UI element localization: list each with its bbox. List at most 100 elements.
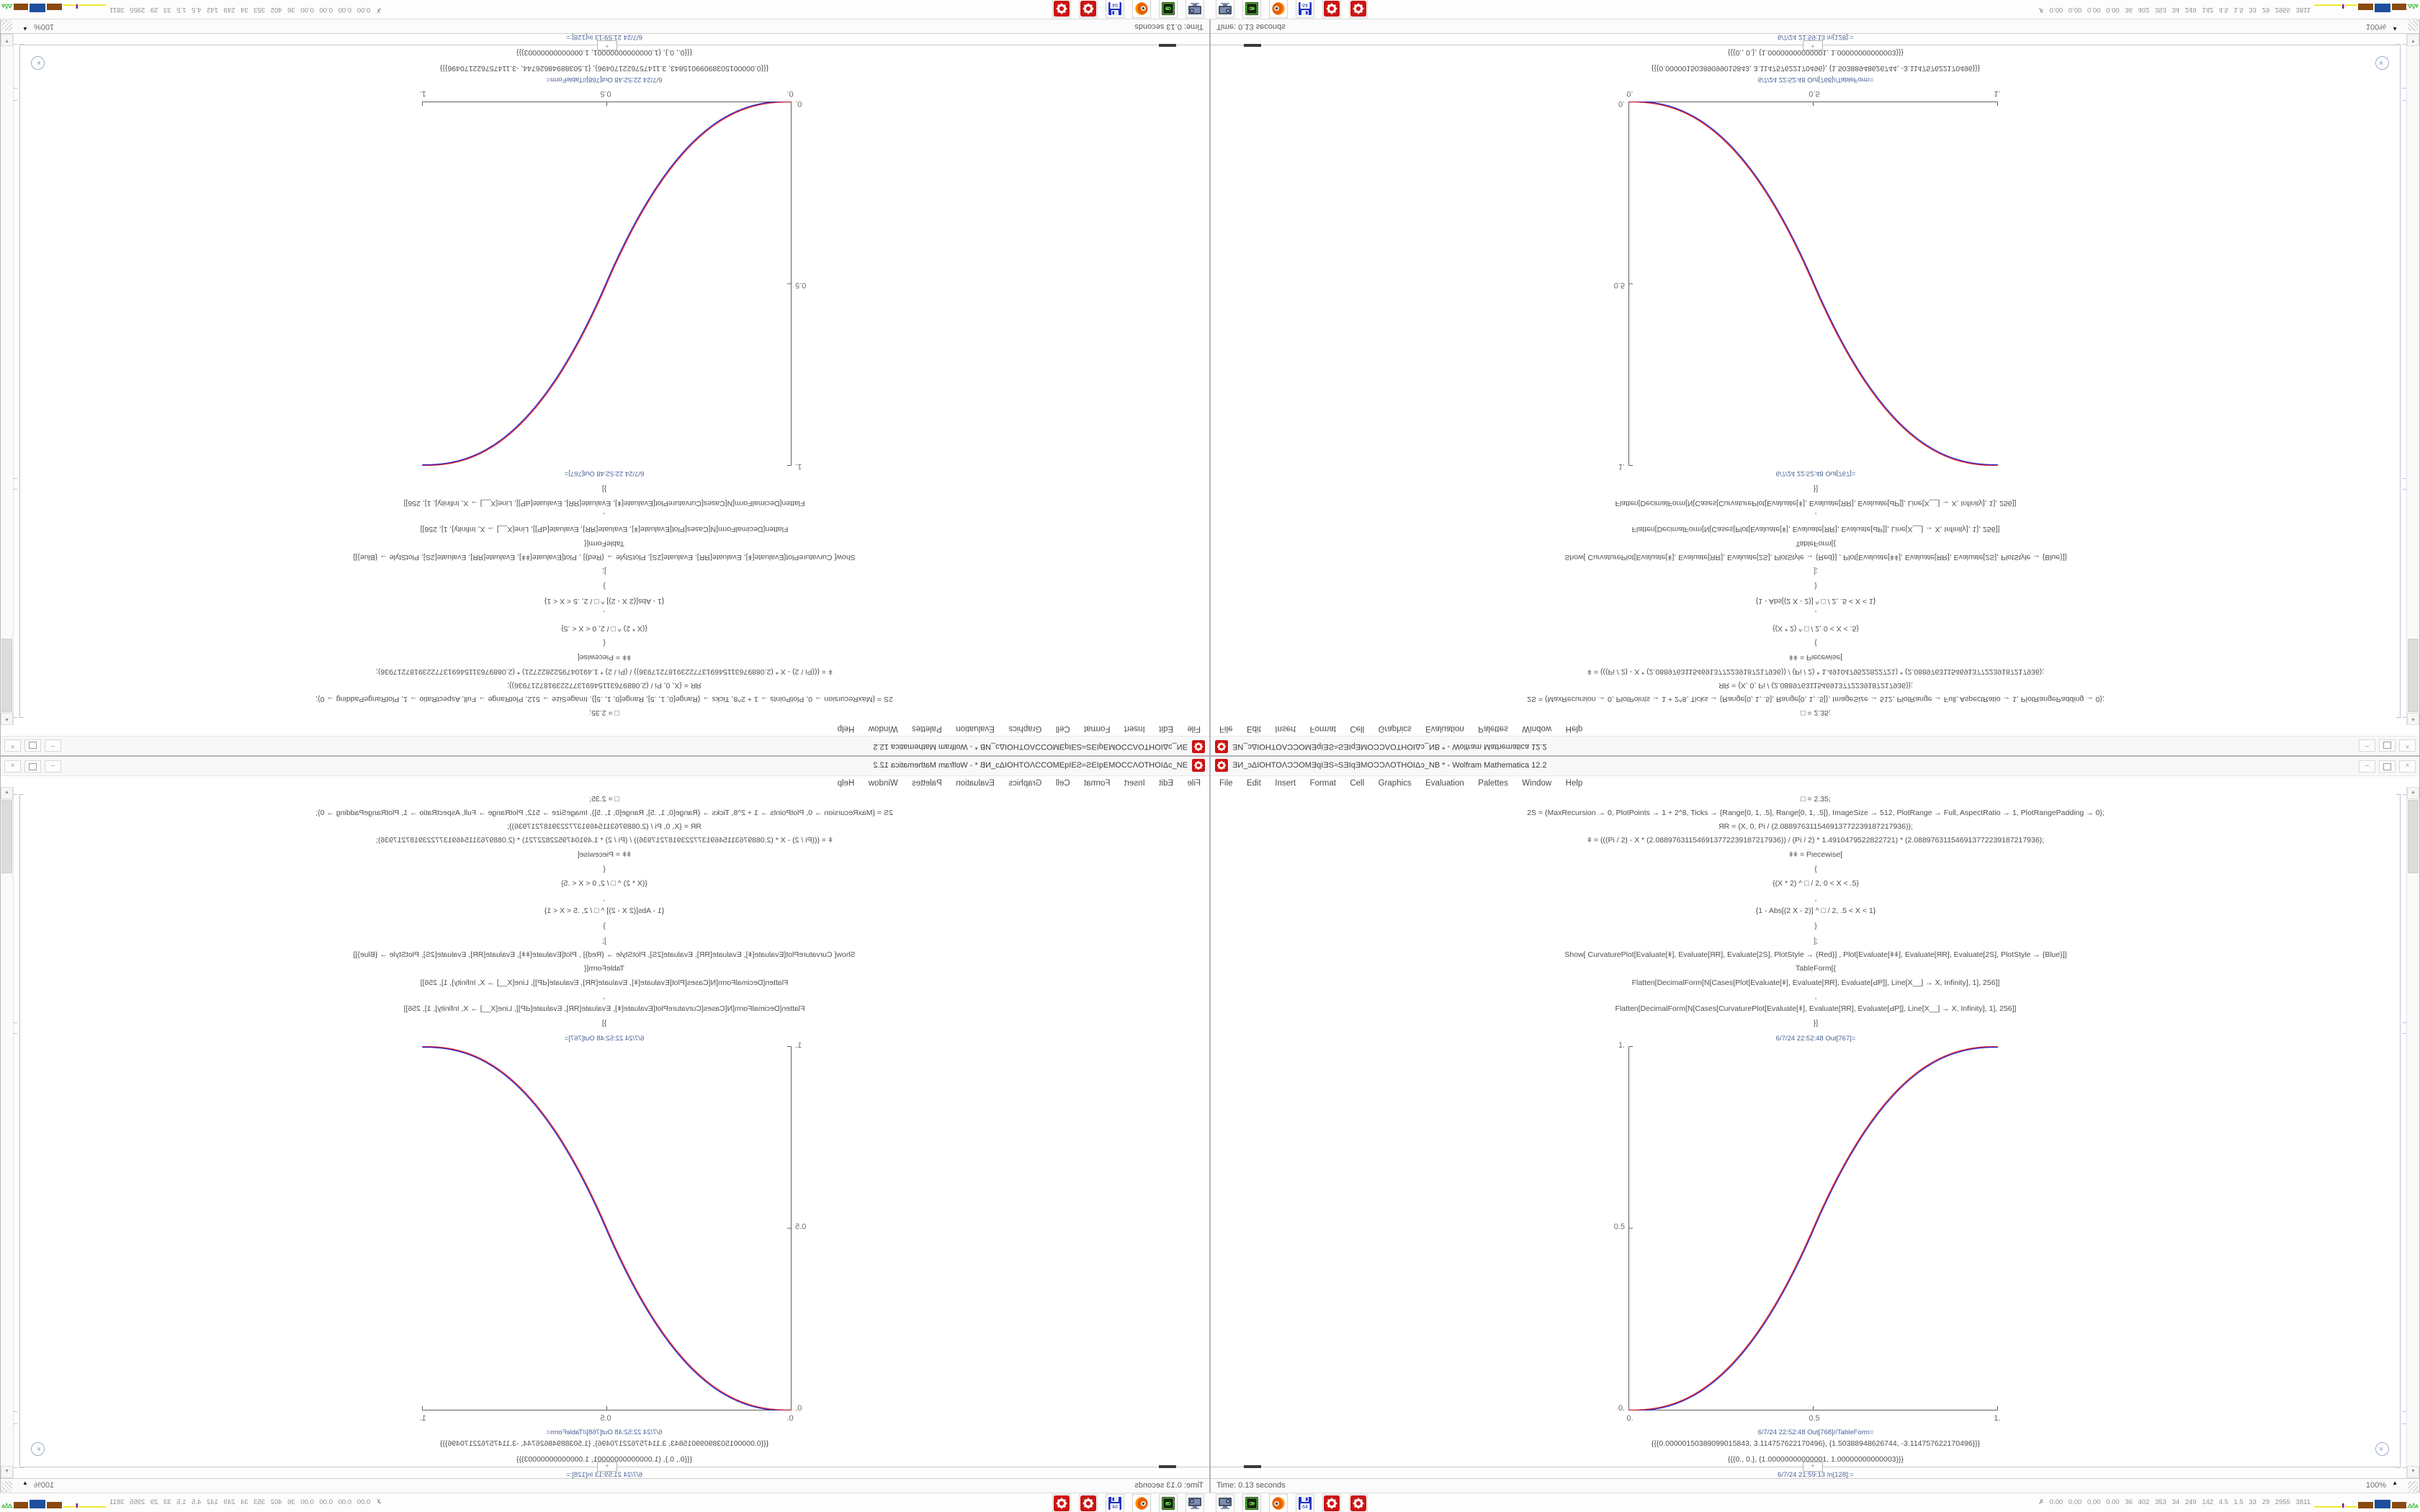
menu-insert[interactable]: Insert	[1275, 779, 1296, 788]
close-button[interactable]: ×	[2399, 760, 2416, 773]
code-line[interactable]: {	[1814, 865, 1817, 873]
code-line[interactable]: }]	[1813, 1019, 1819, 1027]
menu-help[interactable]: Help	[1565, 779, 1583, 788]
code-line[interactable]: 2S = {MaxRecursion → 0, PlotPoints → 1 +…	[1527, 809, 2105, 817]
menu-edit[interactable]: Edit	[1246, 779, 1261, 788]
code-line[interactable]: }	[603, 922, 606, 930]
cell-group-bracket[interactable]	[19, 794, 24, 1468]
code-line[interactable]: ,	[1814, 511, 1817, 520]
zoom-level[interactable]: 100%	[2365, 22, 2386, 31]
code-line[interactable]: 2S = {MaxRecursion → 0, PlotPoints → 1 +…	[1527, 695, 2105, 703]
code-line[interactable]: □ = 2.35;	[1801, 795, 1831, 804]
code-line[interactable]: 2S = {MaxRecursion → 0, PlotPoints → 1 +…	[315, 695, 893, 703]
code-line[interactable]: Show[ CurvaturePlot[Evaluate[ǂ], Evaluat…	[353, 950, 856, 959]
code-line[interactable]: Show[ CurvaturePlot[Evaluate[ǂ], Evaluat…	[1564, 950, 2067, 959]
scrollbar-thumb[interactable]	[1, 800, 12, 873]
code-line[interactable]: Flatten[DecimalForm[N[Cases[Plot[Evaluat…	[1631, 978, 2000, 987]
code-line[interactable]: ЯR = {X, 0, Pi / (2.08897631154691377223…	[507, 822, 702, 831]
code-line[interactable]: }	[603, 582, 606, 590]
zoom-level[interactable]: 100%	[34, 22, 55, 31]
taskbar-icon-firefox[interactable]	[1269, 0, 1288, 18]
menu-evaluation[interactable]: Evaluation	[1425, 779, 1464, 788]
taskbar-icon-mathematica[interactable]	[1052, 0, 1071, 18]
code-line[interactable]: ЯR = {X, 0, Pi / (2.08897631154691377223…	[1718, 681, 1913, 690]
code-line[interactable]: ,	[603, 609, 606, 618]
scroll-up-button[interactable]: ▲	[1, 713, 13, 725]
code-line[interactable]: {	[603, 639, 606, 647]
insert-cell-button[interactable]: +	[597, 40, 617, 50]
code-line[interactable]: {1 - Abs[(2 X - 2)] ^ □ / 2, .5 < X < 1}	[544, 906, 665, 915]
table-row[interactable]: {{{0.00000150389099015843, 3.11475762217…	[1651, 64, 1981, 73]
code-line[interactable]: {(X * 2) ^ □ / 2, 0 < X < .5}	[561, 879, 647, 888]
resize-grip-icon[interactable]	[1, 20, 12, 31]
code-line[interactable]: ǂ = (((Pi / 2) - X * (2.0889763115469137…	[1587, 667, 2045, 676]
taskbar-icon-floppy-64[interactable]: 64	[1106, 0, 1124, 18]
code-line[interactable]: ,	[1814, 609, 1817, 618]
menu-cell[interactable]: Cell	[1350, 779, 1365, 788]
taskbar-icon-mathematica[interactable]	[1322, 0, 1341, 18]
code-line[interactable]: ǂ = (((Pi / 2) - X * (2.0889763115469137…	[375, 836, 833, 845]
code-line[interactable]: }]	[1813, 485, 1819, 493]
zoom-level[interactable]: 100%	[34, 1481, 55, 1490]
table-row[interactable]: {{{0.00000150389099015843, 3.11475762217…	[439, 1439, 769, 1448]
code-line[interactable]: TableForm[{	[583, 964, 625, 973]
zoom-level[interactable]: 100%	[2365, 1481, 2386, 1490]
taskbar-icon-firefox[interactable]	[1132, 0, 1151, 18]
resize-grip-icon[interactable]	[1, 1481, 12, 1492]
taskbar-icon-mathematica[interactable]	[1052, 1494, 1071, 1512]
table-row[interactable]: {{{0.00000150389099015843, 3.11475762217…	[439, 64, 769, 73]
code-line[interactable]: {1 - Abs[(2 X - 2)] ^ □ / 2, .5 < X < 1}	[1755, 906, 1876, 915]
code-line[interactable]: }]	[601, 1019, 607, 1027]
code-line[interactable]: ];	[602, 937, 606, 945]
taskbar-icon-screen-recorder[interactable]	[1242, 0, 1261, 18]
code-line[interactable]: Show[ CurvaturePlot[Evaluate[ǂ], Evaluat…	[1564, 553, 2067, 562]
scrollbar-thumb[interactable]	[2408, 800, 2419, 873]
menu-palettes[interactable]: Palettes	[1478, 779, 1508, 788]
code-line[interactable]: TableForm[{	[1795, 964, 1837, 973]
window-titlebar[interactable]: ƎИ_ɔΔIOHTOΛƆƆOMƎqIƎS≈SƎIqƎMOƆƆΛOTHOIΔɔ_N…	[1211, 757, 2419, 776]
code-line[interactable]: TableForm[{	[1795, 539, 1837, 548]
code-line[interactable]: Flatten[DecimalForm[N[Cases[CurvaturePlo…	[1615, 499, 2017, 508]
zoom-menu-arrow-icon[interactable]: ▲	[2392, 1480, 2398, 1486]
code-line[interactable]: ЯR = {X, 0, Pi / (2.08897631154691377223…	[1718, 822, 1913, 831]
code-line[interactable]: {(X * 2) ^ □ / 2, 0 < X < .5}	[1773, 624, 1859, 633]
code-line[interactable]: 2S = {MaxRecursion → 0, PlotPoints → 1 +…	[315, 809, 893, 817]
code-line[interactable]: □ = 2.35;	[589, 708, 619, 717]
cell-group-bracket[interactable]	[19, 44, 24, 718]
code-line[interactable]: }	[1814, 922, 1817, 930]
taskbar-icon-screenshot-tool[interactable]	[1216, 1494, 1234, 1512]
menu-graphics[interactable]: Graphics	[1378, 779, 1412, 788]
scroll-up-button[interactable]: ▲	[2407, 713, 2419, 725]
window-titlebar[interactable]: ƎИ_ɔΔIOHTOΛƆƆOMƎqIƎS≈SƎIqƎMOƆƆΛOTHOIΔɔ_N…	[1, 736, 1209, 755]
cell-group-collapse-icon[interactable]: »	[2375, 1442, 2389, 1456]
table-row[interactable]: {{{0., 0.}, {1.00000000000001, 1.0000000…	[1727, 1455, 1904, 1464]
output-plot[interactable]	[1628, 102, 1998, 466]
output-plot[interactable]	[422, 102, 792, 466]
code-line[interactable]: ǂǂ = Piecewise[	[577, 850, 632, 859]
code-line[interactable]: Show[ CurvaturePlot[Evaluate[ǂ], Evaluat…	[353, 553, 856, 562]
window-titlebar[interactable]: ƎИ_ɔΔIOHTOΛƆƆOMƎqIƎS≈SƎIqƎMOƆƆΛOTHOIΔɔ_N…	[1211, 736, 2419, 755]
scrollbar-thumb[interactable]	[2408, 639, 2419, 712]
code-line[interactable]: ǂ = (((Pi / 2) - X * (2.0889763115469137…	[1587, 836, 2045, 845]
code-line[interactable]: □ = 2.35;	[1801, 708, 1831, 717]
cell-group-collapse-icon[interactable]: »	[31, 1442, 45, 1456]
scroll-down-button[interactable]: ▼	[2407, 34, 2419, 46]
maximize-button[interactable]	[2379, 760, 2396, 773]
zoom-menu-arrow-icon[interactable]: ▲	[22, 26, 28, 32]
vertical-scrollbar[interactable]: ▲ ▼	[1, 787, 14, 1478]
taskbar-icon-mathematica[interactable]	[1322, 1494, 1341, 1512]
taskbar-icon-screen-recorder[interactable]	[1242, 1494, 1261, 1512]
code-line[interactable]: ];	[1814, 937, 1818, 945]
scroll-down-button[interactable]: ▼	[2407, 1466, 2419, 1478]
code-line[interactable]: ];	[1814, 567, 1818, 575]
code-line[interactable]: Flatten[DecimalForm[N[Cases[Plot[Evaluat…	[420, 525, 789, 534]
insert-cell-button[interactable]: +	[1803, 1462, 1823, 1472]
scroll-up-button[interactable]: ▲	[1, 787, 13, 799]
vertical-scrollbar[interactable]: ▲ ▼	[2406, 787, 2419, 1478]
taskbar-icon-mathematica[interactable]	[1079, 0, 1098, 18]
code-line[interactable]: Flatten[DecimalForm[N[Cases[CurvaturePlo…	[403, 1004, 805, 1013]
vertical-scrollbar[interactable]: ▲ ▼	[1, 34, 14, 725]
taskbar-icon-floppy-64[interactable]: 64	[1296, 1494, 1314, 1512]
taskbar-icon-floppy-64[interactable]: 64	[1296, 0, 1314, 18]
menu-format[interactable]: Format	[1309, 779, 1336, 788]
